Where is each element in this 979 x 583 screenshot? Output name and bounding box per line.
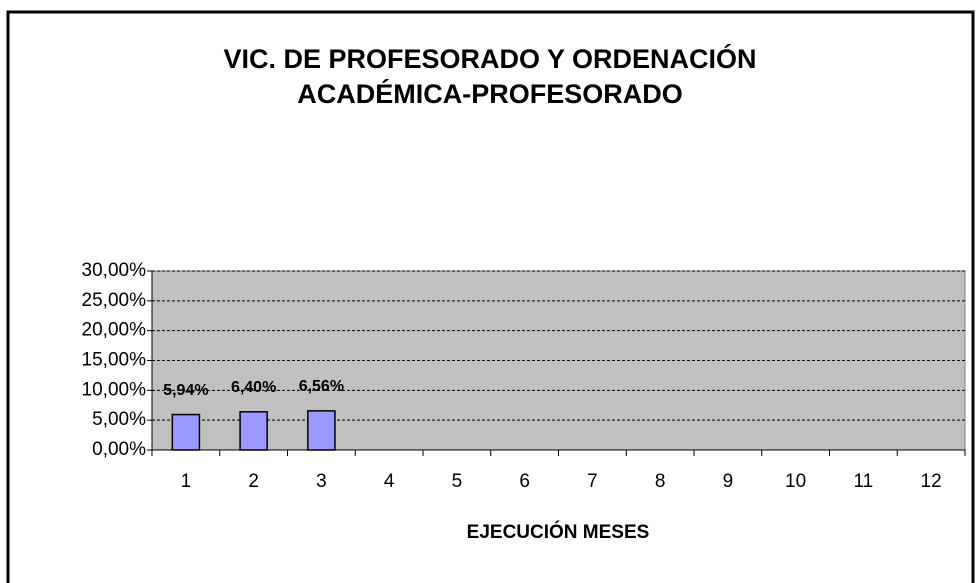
chart-title: ACADÉMICA-PROFESORADO <box>297 78 683 109</box>
y-tick-label: 30,00% <box>82 260 147 281</box>
x-tick-label: 7 <box>587 471 598 492</box>
y-tick-label: 0,00% <box>92 439 146 460</box>
data-label: 6,40% <box>231 379 276 396</box>
data-label: 5,94% <box>163 382 208 399</box>
x-tick-label: 3 <box>316 471 327 492</box>
y-tick-label: 5,00% <box>92 409 146 430</box>
data-label: 6,56% <box>299 378 344 395</box>
x-tick-label: 2 <box>248 471 259 492</box>
bar <box>171 413 201 451</box>
x-tick-label: 4 <box>384 471 395 492</box>
y-tick-label: 10,00% <box>82 379 147 400</box>
x-tick-label: 5 <box>452 471 463 492</box>
y-tick-label: 25,00% <box>82 290 147 311</box>
x-tick-label: 1 <box>181 471 192 492</box>
y-tick-label: 20,00% <box>82 320 147 341</box>
bar <box>239 411 268 451</box>
x-tick-label: 6 <box>519 471 530 492</box>
x-tick-label: 12 <box>921 471 942 492</box>
bar <box>307 410 336 451</box>
y-tick-label: 15,00% <box>82 350 147 371</box>
x-tick-label: 10 <box>785 471 806 492</box>
chart-title: VIC. DE PROFESORADO Y ORDENACIÓN <box>223 43 756 74</box>
x-tick-label: 11 <box>854 471 874 492</box>
x-axis-title: EJECUCIÓN MESES <box>467 521 650 543</box>
x-tick-label: 9 <box>723 471 734 492</box>
x-tick-label: 8 <box>655 471 666 492</box>
